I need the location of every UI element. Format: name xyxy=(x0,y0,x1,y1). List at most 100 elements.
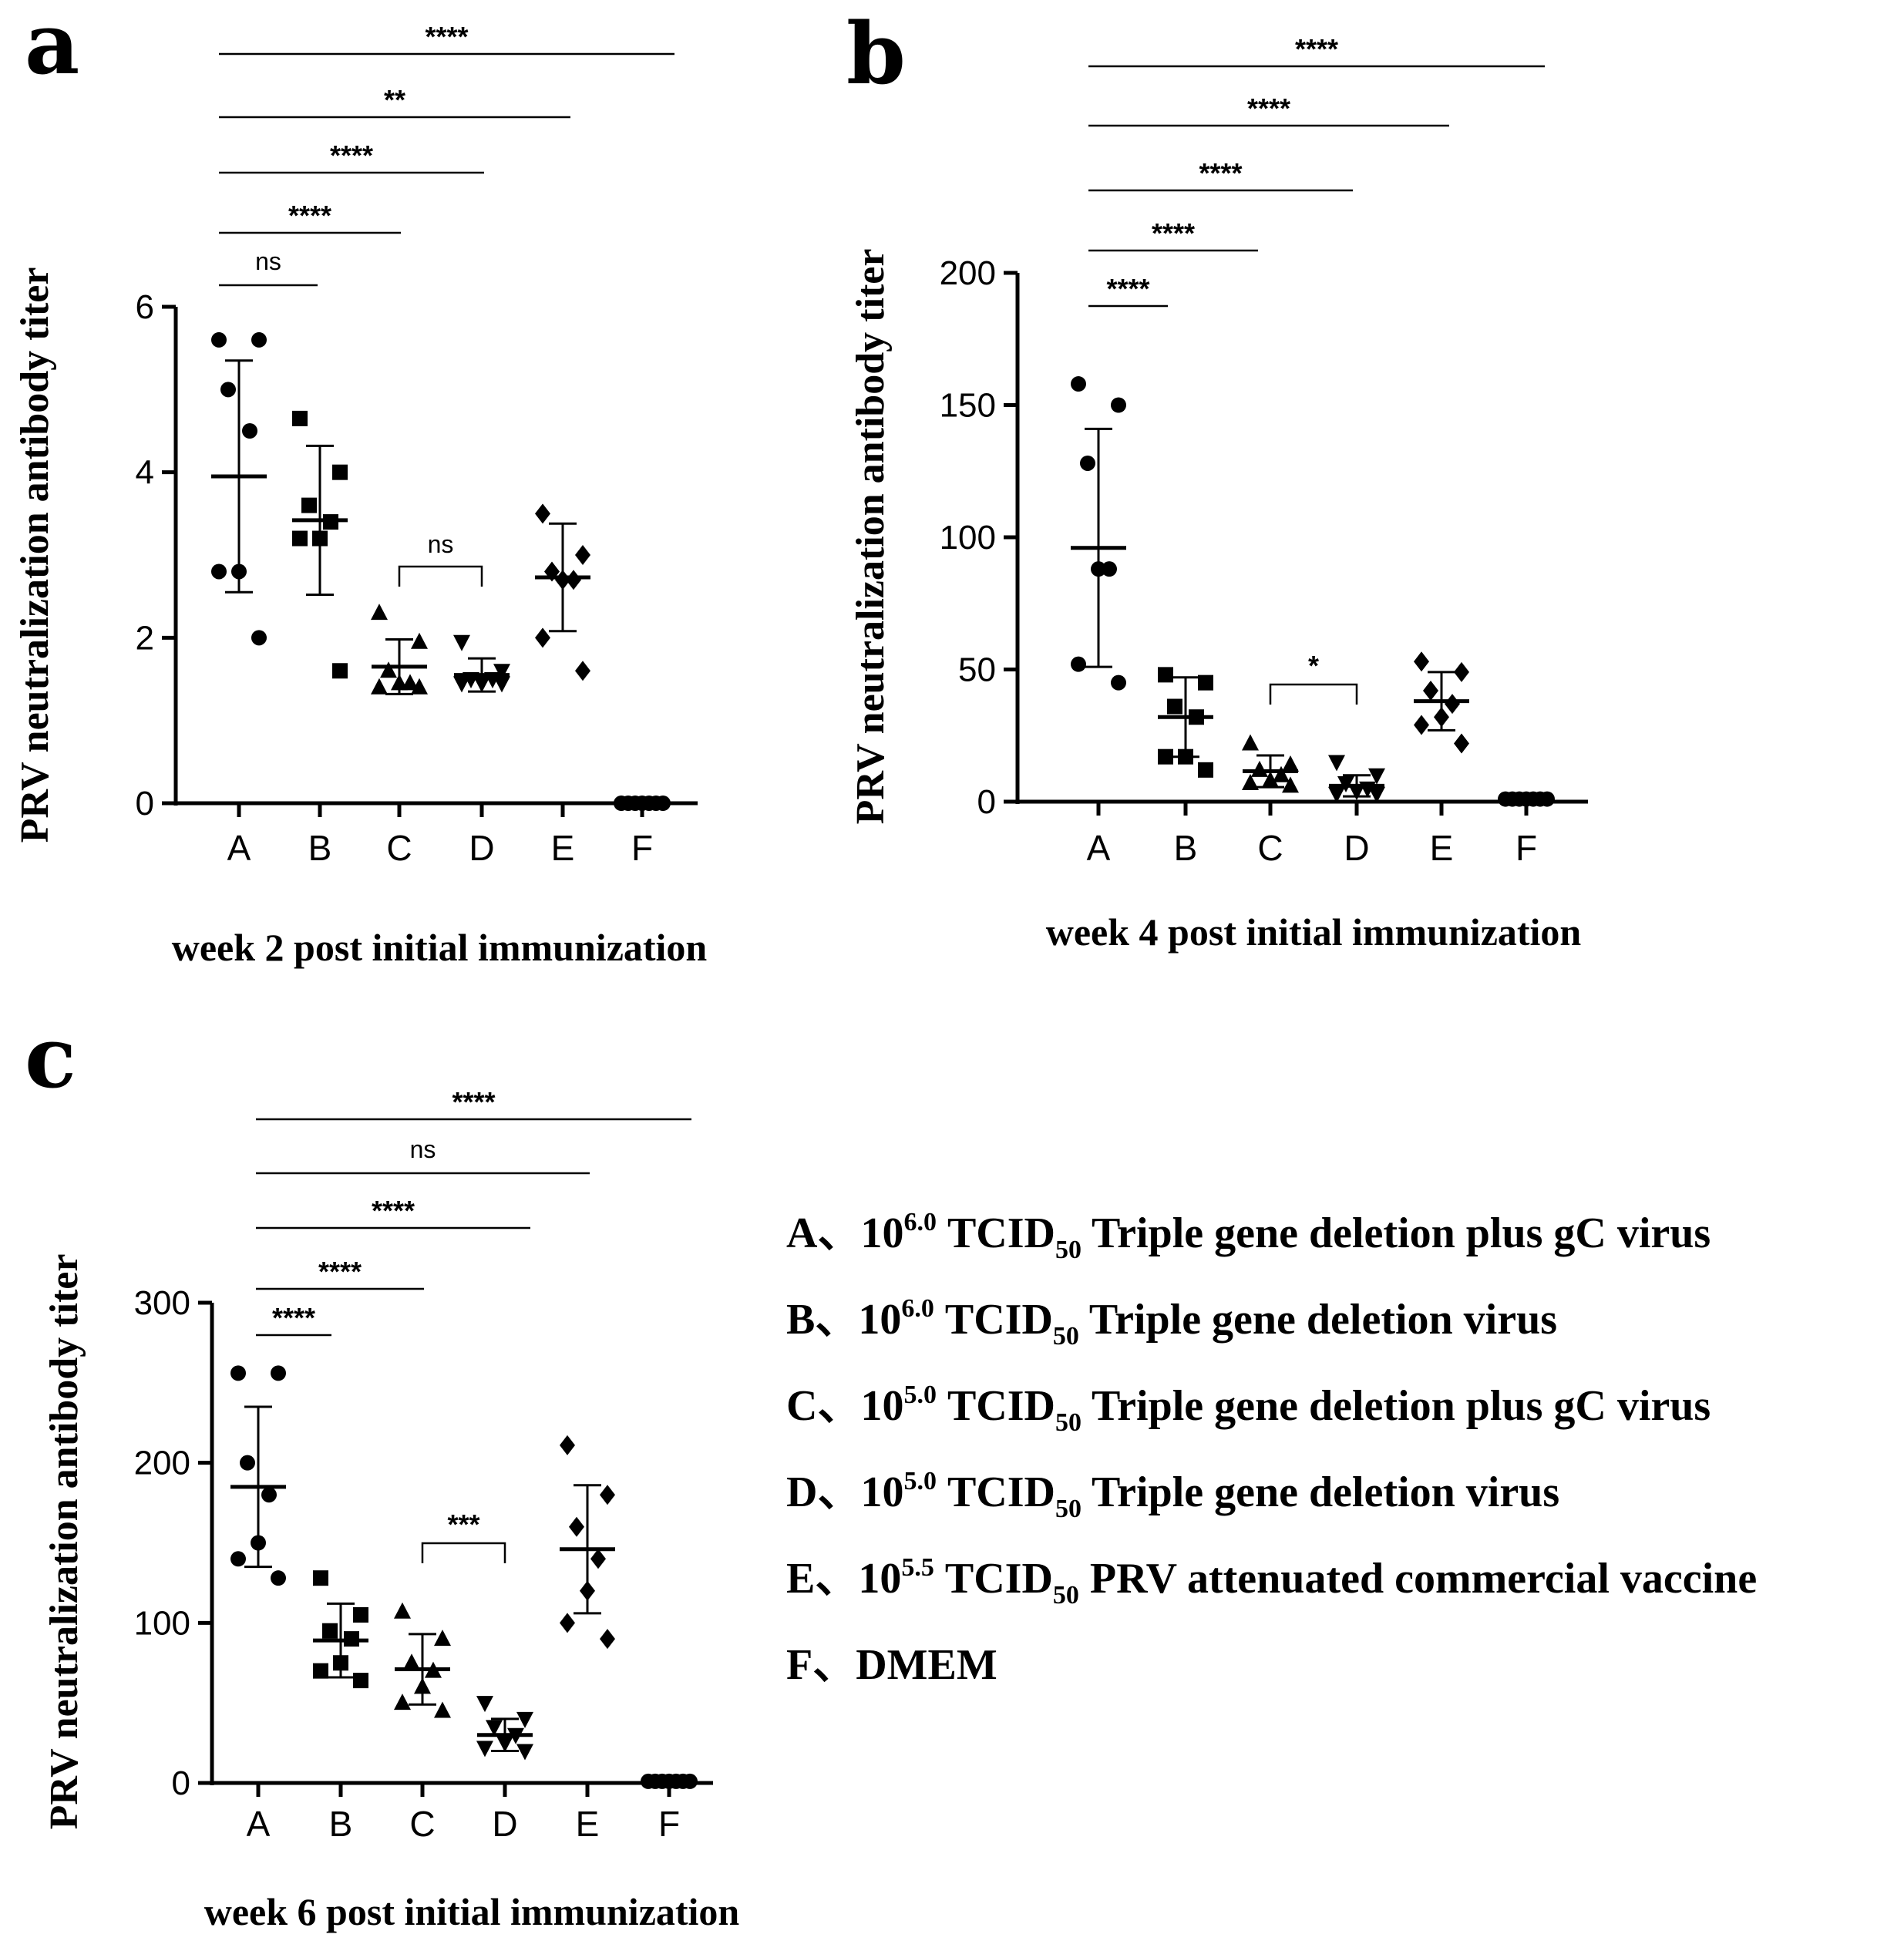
x-tick-label: D xyxy=(492,1804,517,1844)
x-tick-label: F xyxy=(631,828,653,868)
significance-bracket xyxy=(1269,683,1358,705)
panel-b-chart: 0 50 100 150 200 A B C D E F PRV neutralization ant… xyxy=(849,33,1588,954)
data-point xyxy=(1167,698,1182,715)
data-point xyxy=(292,410,308,426)
significance-label: **** xyxy=(452,1086,495,1118)
data-point xyxy=(402,674,419,691)
panel-a-chart: 0 2 4 6 A B C D E F PRV neutralization antibody ti… xyxy=(13,21,707,969)
data-point xyxy=(411,632,428,649)
data-point xyxy=(1454,733,1469,754)
x-tick-label: C xyxy=(409,1804,435,1844)
data-point xyxy=(535,627,550,648)
y-tick-label: 0 xyxy=(172,1764,190,1802)
significance-label: ns xyxy=(410,1135,436,1163)
data-point xyxy=(516,1744,533,1761)
data-point xyxy=(1111,397,1126,413)
data-point xyxy=(240,1455,255,1471)
data-point xyxy=(1328,755,1345,772)
y-axis-label: PRV neutralization antibody titer xyxy=(13,267,57,843)
data-point xyxy=(590,1549,606,1569)
x-tick-label: E xyxy=(576,1804,600,1844)
x-axis-label: week 4 post initial immunization xyxy=(1046,910,1582,954)
significance-label: ** xyxy=(384,84,405,116)
x-tick-label: D xyxy=(469,828,494,868)
data-point xyxy=(403,1653,420,1670)
data-point xyxy=(411,678,428,695)
panel-letter-a: a xyxy=(25,0,79,93)
data-point xyxy=(211,331,227,348)
data-point xyxy=(575,661,590,681)
data-point xyxy=(1368,786,1385,803)
significance-label: **** xyxy=(288,200,331,231)
data-point xyxy=(353,1673,368,1689)
data-point xyxy=(332,464,348,480)
significance-bracket xyxy=(398,565,483,587)
y-tick-label: 50 xyxy=(958,651,996,689)
significance-label: **** xyxy=(372,1195,415,1226)
data-point xyxy=(600,1485,615,1505)
data-point xyxy=(493,664,510,681)
y-tick-label: 200 xyxy=(940,254,996,292)
significance-label: **** xyxy=(1199,157,1242,189)
data-point xyxy=(230,1365,246,1381)
x-tick-label: F xyxy=(658,1804,680,1844)
significance-label: *** xyxy=(447,1509,479,1540)
data-point xyxy=(1445,694,1460,715)
data-point xyxy=(230,1551,246,1567)
x-tick-label: D xyxy=(1344,828,1369,868)
panel-letter-c: c xyxy=(25,1007,76,1107)
y-tick-label: 2 xyxy=(136,619,154,657)
data-point xyxy=(1414,651,1429,672)
data-point xyxy=(394,1602,411,1619)
data-point xyxy=(1158,748,1173,765)
significance-label: **** xyxy=(272,1302,315,1334)
x-tick-label: B xyxy=(1174,828,1198,868)
x-tick-label: B xyxy=(308,828,332,868)
legend-item: E、105.5 TCID50 PRV attenuated commercial… xyxy=(786,1553,1757,1610)
y-tick-label: 0 xyxy=(977,783,996,821)
y-tick-label: 100 xyxy=(134,1604,190,1642)
data-point xyxy=(493,676,510,693)
data-point xyxy=(560,1435,575,1455)
data-point xyxy=(271,1365,286,1381)
data-point xyxy=(1080,455,1095,471)
data-point xyxy=(1251,760,1268,777)
y-tick-label: 4 xyxy=(136,454,154,492)
data-point xyxy=(242,423,257,439)
x-tick-label: A xyxy=(247,1804,271,1844)
data-point xyxy=(453,676,470,693)
data-point xyxy=(575,545,590,565)
data-point xyxy=(1282,755,1299,772)
x-tick-label: A xyxy=(1087,828,1111,868)
data-point xyxy=(560,1613,575,1633)
data-point xyxy=(434,1630,451,1647)
significance-bracket xyxy=(421,1542,506,1563)
data-point xyxy=(535,503,550,524)
data-point xyxy=(1414,715,1429,735)
significance-label: ns xyxy=(255,247,281,275)
legend-item: D、105.0 TCID50 Triple gene deletion viru… xyxy=(786,1467,1559,1523)
data-point xyxy=(371,678,388,695)
data-point xyxy=(211,563,227,580)
y-tick-label: 300 xyxy=(134,1284,190,1322)
data-point xyxy=(1198,762,1213,778)
significance-label: **** xyxy=(1152,217,1195,249)
legend-item: B、106.0 TCID50 Triple gene deletion viru… xyxy=(786,1294,1557,1351)
data-point xyxy=(322,1623,338,1639)
significance-label: **** xyxy=(425,21,468,52)
data-point xyxy=(261,1487,277,1503)
data-point xyxy=(1111,674,1126,691)
significance-label: * xyxy=(1308,650,1319,681)
data-point xyxy=(434,1701,451,1718)
data-point xyxy=(1282,776,1299,793)
panel-letter-b: b xyxy=(846,4,906,103)
data-point xyxy=(600,1629,615,1650)
x-axis-label: week 2 post initial immunization xyxy=(172,926,708,969)
data-point xyxy=(569,1516,584,1537)
x-tick-label: E xyxy=(1430,828,1454,868)
legend-item: A、106.0 TCID50 Triple gene deletion plus… xyxy=(786,1208,1711,1264)
legend-item: F、DMEM xyxy=(786,1641,997,1689)
data-point xyxy=(1102,561,1117,577)
x-axis-label: week 6 post initial immunization xyxy=(204,1890,740,1933)
